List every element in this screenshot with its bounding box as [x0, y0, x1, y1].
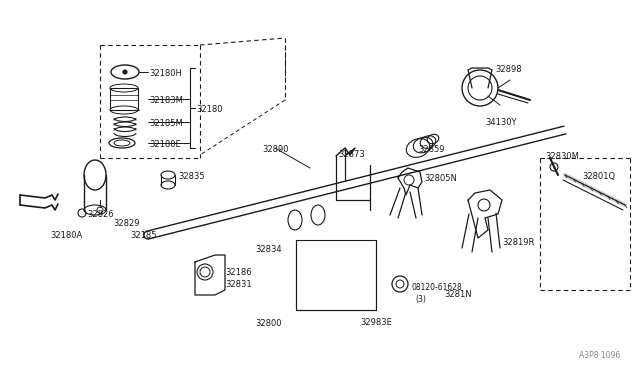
Text: 32831: 32831 — [225, 280, 252, 289]
Text: 08120-61628: 08120-61628 — [412, 283, 463, 292]
Text: 32801Q: 32801Q — [582, 172, 615, 181]
Bar — [110, 88, 138, 110]
Text: (3): (3) — [415, 295, 426, 304]
Text: 32835: 32835 — [178, 172, 205, 181]
Text: 32800: 32800 — [255, 319, 282, 328]
Text: 32185: 32185 — [130, 231, 157, 240]
Text: 32180H: 32180H — [149, 69, 182, 78]
Text: 32180: 32180 — [196, 105, 223, 114]
Text: 32898: 32898 — [495, 65, 522, 74]
Text: 32829: 32829 — [113, 219, 140, 228]
Text: 34130Y: 34130Y — [485, 118, 516, 127]
Text: 32185M: 32185M — [149, 119, 183, 128]
Text: 32180A: 32180A — [50, 231, 83, 240]
Text: 32830M: 32830M — [545, 152, 579, 161]
Text: 32186: 32186 — [225, 268, 252, 277]
Circle shape — [123, 70, 127, 74]
Text: 32183M: 32183M — [149, 96, 183, 105]
Text: A3P8 1096: A3P8 1096 — [579, 351, 620, 360]
Text: 32859: 32859 — [418, 145, 445, 154]
Text: 32180E: 32180E — [149, 140, 180, 149]
Text: 32819R: 32819R — [502, 238, 534, 247]
Text: 3281N: 3281N — [444, 290, 472, 299]
Text: 32834: 32834 — [255, 245, 282, 254]
Text: 32826: 32826 — [87, 210, 114, 219]
Text: 32873: 32873 — [338, 150, 365, 159]
Text: 32890: 32890 — [262, 145, 289, 154]
Text: 32805N: 32805N — [424, 174, 457, 183]
Bar — [296, 240, 376, 310]
Text: 32983E: 32983E — [360, 318, 392, 327]
